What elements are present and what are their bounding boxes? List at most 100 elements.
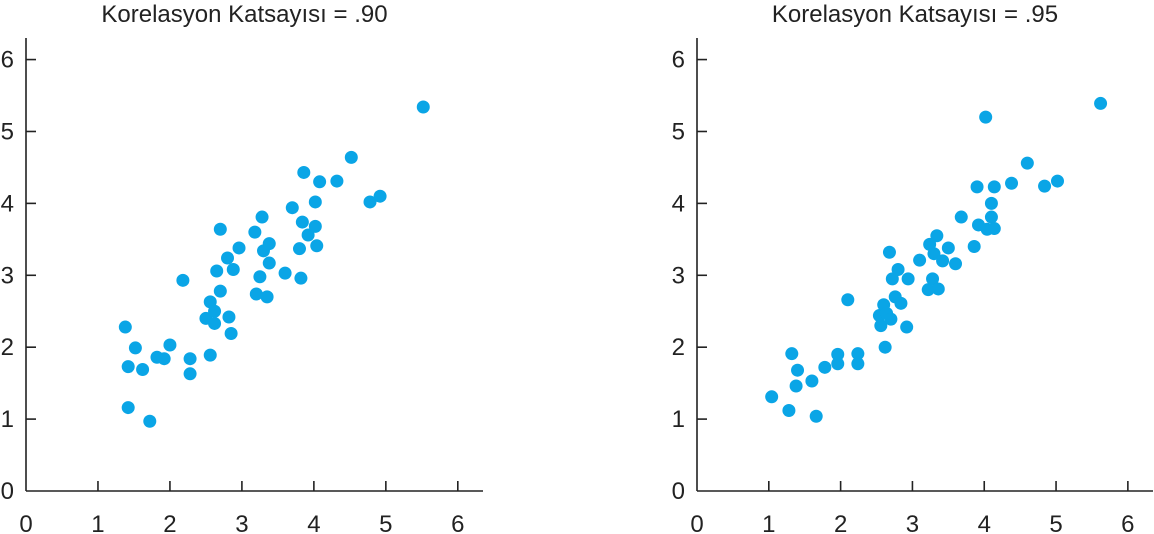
data-point (851, 347, 865, 361)
data-point (949, 257, 963, 271)
data-point (1005, 176, 1019, 190)
data-point (987, 180, 1001, 194)
y-tick-label: 3 (1, 262, 14, 289)
data-point (831, 357, 845, 371)
y-tick-label: 6 (1, 47, 14, 74)
data-point (891, 263, 905, 277)
data-point (224, 327, 238, 341)
data-point (344, 150, 358, 164)
data-point (805, 374, 819, 388)
data-point (831, 347, 845, 361)
data-point (941, 241, 955, 255)
x-tick-label: 6 (1121, 511, 1134, 534)
data-point (183, 352, 197, 366)
data-point (936, 254, 950, 268)
y-tick-label: 1 (1, 406, 14, 433)
data-point (841, 293, 855, 307)
x-tick-label: 3 (235, 511, 248, 534)
data-point (363, 195, 377, 209)
data-point (249, 287, 263, 301)
data-point (931, 282, 945, 296)
data-point (782, 403, 796, 417)
y-tick-label: 2 (1, 334, 14, 361)
x-tick-label: 5 (379, 511, 392, 534)
data-point (1050, 174, 1064, 188)
data-point (984, 210, 998, 224)
data-point (791, 363, 805, 377)
data-point (308, 195, 322, 209)
data-point (262, 237, 276, 251)
x-tick-label: 4 (307, 511, 320, 534)
x-tick-label: 2 (163, 511, 176, 534)
data-point (213, 284, 227, 298)
data-point (278, 266, 292, 280)
y-tick-label: 4 (672, 190, 685, 217)
data-point (851, 357, 865, 371)
chart-title: Korelasyon Katsayısı = .90 (101, 1, 387, 28)
data-point (262, 256, 276, 270)
data-point (330, 174, 344, 188)
data-point (809, 409, 823, 423)
data-point (143, 414, 157, 428)
x-tick-label: 2 (834, 511, 847, 534)
data-point (1094, 96, 1108, 110)
x-tick-label: 1 (762, 511, 775, 534)
y-tick-label: 0 (672, 478, 685, 505)
data-point (121, 360, 135, 374)
data-point (954, 210, 968, 224)
y-tick-label: 4 (1, 190, 14, 217)
x-tick-label: 5 (1049, 511, 1062, 534)
data-point (927, 247, 941, 261)
data-point (874, 319, 888, 333)
data-point (894, 296, 908, 310)
data-point (884, 312, 898, 326)
data-point (294, 271, 308, 285)
data-point (967, 240, 981, 254)
data-point (213, 222, 227, 236)
data-point (882, 245, 896, 259)
data-point (176, 273, 190, 287)
data-point (232, 241, 246, 255)
data-point (221, 251, 235, 265)
y-tick-label: 3 (672, 262, 685, 289)
y-tick-label: 2 (672, 334, 685, 361)
x-tick-label: 4 (978, 511, 991, 534)
data-point (183, 367, 197, 381)
chart-panel-1: Korelasyon Katsayısı = .90 0 1 2 3 4 5 6 0 1 2 3 4 5 6 (1, 1, 483, 534)
data-point (128, 341, 142, 355)
data-point (984, 196, 998, 210)
data-point (203, 348, 217, 362)
data-point (157, 352, 171, 366)
data-point (255, 210, 269, 224)
y-tick-label: 1 (672, 406, 685, 433)
data-point (1038, 179, 1052, 193)
data-point (987, 222, 1001, 236)
y-tick-label: 6 (672, 47, 685, 74)
data-point (208, 316, 222, 330)
data-point (313, 175, 327, 189)
data-point (163, 338, 177, 352)
data-point (253, 270, 267, 284)
y-tick-label: 5 (672, 118, 685, 145)
data-point (310, 239, 324, 253)
data-point (930, 229, 944, 243)
data-point (295, 215, 309, 229)
data-point (416, 100, 430, 114)
data-point (926, 272, 940, 286)
data-point (226, 263, 240, 277)
data-point (885, 272, 899, 286)
data-point (297, 165, 311, 179)
data-point (878, 340, 892, 354)
data-point (921, 283, 935, 297)
data-point (248, 225, 262, 239)
chart-title: Korelasyon Katsayısı = .95 (772, 1, 1058, 28)
data-point (121, 401, 135, 415)
y-tick-label: 5 (1, 118, 14, 145)
data-point (210, 264, 224, 278)
data-point (900, 320, 914, 334)
data-point (301, 228, 315, 242)
data-point (979, 110, 993, 124)
data-point (222, 310, 236, 324)
